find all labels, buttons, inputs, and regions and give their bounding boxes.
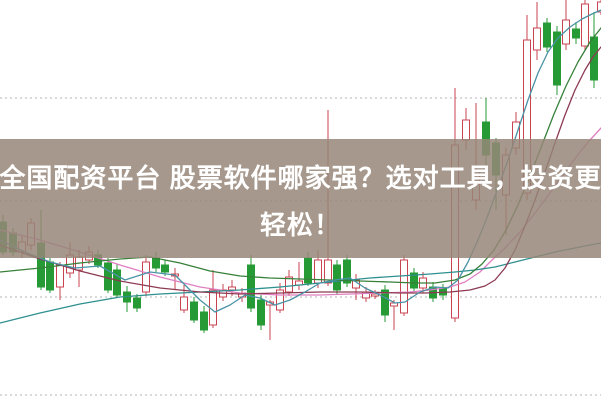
- candle-body-down: [410, 272, 418, 289]
- banner-title-line1: 全国配资平台 股票软件哪家强？选对工具，投资更: [0, 162, 601, 193]
- candle-body-up: [533, 27, 541, 51]
- candle-body-down: [304, 257, 312, 284]
- candle-body-down: [381, 289, 389, 316]
- candle-body-down: [200, 311, 208, 331]
- candle-body-up: [142, 261, 150, 293]
- candle-body-up: [276, 289, 284, 311]
- candle-body-down: [333, 264, 341, 291]
- candle-body-down: [190, 301, 198, 321]
- candle-body-down: [572, 28, 580, 39]
- candle-body-down: [543, 22, 551, 48]
- candle-body-up: [285, 276, 293, 293]
- candle-body-up: [209, 289, 217, 326]
- candle-body-down: [113, 269, 121, 296]
- ma-cyan-fast: [0, 9, 601, 313]
- candle-body-up: [228, 286, 236, 291]
- candle-body-down: [553, 31, 561, 86]
- candle-body-up: [56, 264, 64, 288]
- candle-body-up: [180, 296, 188, 311]
- candle-body-down: [133, 297, 141, 309]
- candle-body-down: [343, 259, 351, 284]
- ma-green: [0, 27, 601, 284]
- candle-body-down: [247, 264, 255, 309]
- promo-banner: 全国配资平台 股票软件哪家强？选对工具，投资更 轻松！: [0, 139, 601, 258]
- candle-body-down: [257, 299, 265, 326]
- candle-body-up: [400, 259, 408, 314]
- candle-body-down: [152, 257, 160, 269]
- candle-body-up: [562, 19, 570, 45]
- candle-body-up: [462, 119, 470, 141]
- candle-body-down: [104, 262, 112, 291]
- candle-body-up: [324, 259, 332, 284]
- candle-body-up: [597, 1, 601, 13]
- banner-title-line2: 轻松！: [259, 209, 341, 240]
- candle-body-down: [161, 264, 169, 273]
- ma-maroon: [0, 46, 601, 295]
- candle-body-up: [581, 3, 589, 47]
